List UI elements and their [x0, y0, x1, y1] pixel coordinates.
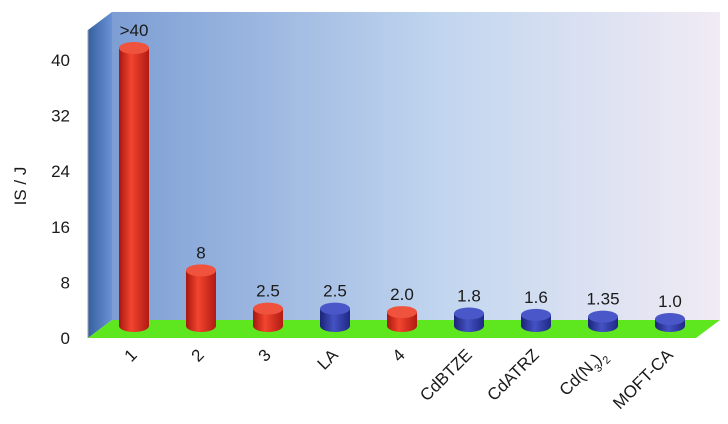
data-label: 1.35: [586, 290, 619, 309]
bar-top: [119, 42, 149, 54]
bar-top: [387, 306, 417, 319]
bar: [253, 302, 283, 332]
bar-body: [320, 308, 350, 332]
bar-top: [655, 313, 685, 326]
x-tick-label: 3: [255, 345, 275, 365]
bar-top: [253, 302, 283, 315]
x-tick-label: 4: [389, 345, 409, 365]
data-label: 2.5: [256, 282, 280, 301]
y-tick-label: 8: [61, 273, 70, 292]
side-wall: [88, 12, 112, 338]
data-label: >40: [120, 21, 149, 40]
x-tick-label: MOFT-CA: [609, 345, 677, 413]
bar-top: [588, 310, 618, 323]
bar: [454, 307, 484, 332]
y-axis-ticks: 0 8 16 24 32 40: [51, 51, 70, 348]
bar-top: [320, 302, 350, 315]
data-label: 1.8: [457, 286, 481, 305]
x-tick-label: Cd(N3)2: [556, 345, 614, 403]
bar-body: [186, 270, 216, 332]
x-tick-label: 2: [188, 345, 208, 365]
data-label: 1.0: [658, 292, 682, 311]
data-label: 8: [196, 243, 205, 262]
x-tick-label: 1: [121, 345, 141, 365]
bar-top: [186, 264, 216, 277]
bar: [186, 264, 216, 332]
y-tick-label: 16: [51, 218, 70, 237]
data-label: 2.0: [390, 285, 414, 304]
data-labels: >40 8 2.5 2.5 2.0 1.8 1.6 1.35 1.0: [120, 21, 682, 311]
x-tick-label: CdBTZE: [416, 345, 476, 405]
bar: [521, 308, 551, 332]
data-label: 1.6: [524, 288, 548, 307]
y-axis-label: IS / J: [11, 167, 30, 206]
bar: [655, 313, 685, 332]
y-tick-label: 24: [51, 162, 70, 181]
x-tick-label: LA: [314, 345, 343, 374]
bar: [588, 310, 618, 332]
bars: [119, 42, 685, 332]
bar: [387, 306, 417, 332]
bar: [320, 302, 350, 332]
bar-top: [454, 307, 484, 320]
data-label: 2.5: [323, 282, 347, 301]
x-tick-label: CdATRZ: [484, 345, 543, 404]
bar-body: [119, 48, 149, 332]
bar: [119, 42, 149, 332]
bar-top: [521, 308, 551, 321]
bar-body: [253, 308, 283, 332]
y-tick-label: 0: [61, 329, 70, 348]
y-tick-label: 32: [51, 107, 70, 126]
y-tick-label: 40: [51, 51, 70, 70]
